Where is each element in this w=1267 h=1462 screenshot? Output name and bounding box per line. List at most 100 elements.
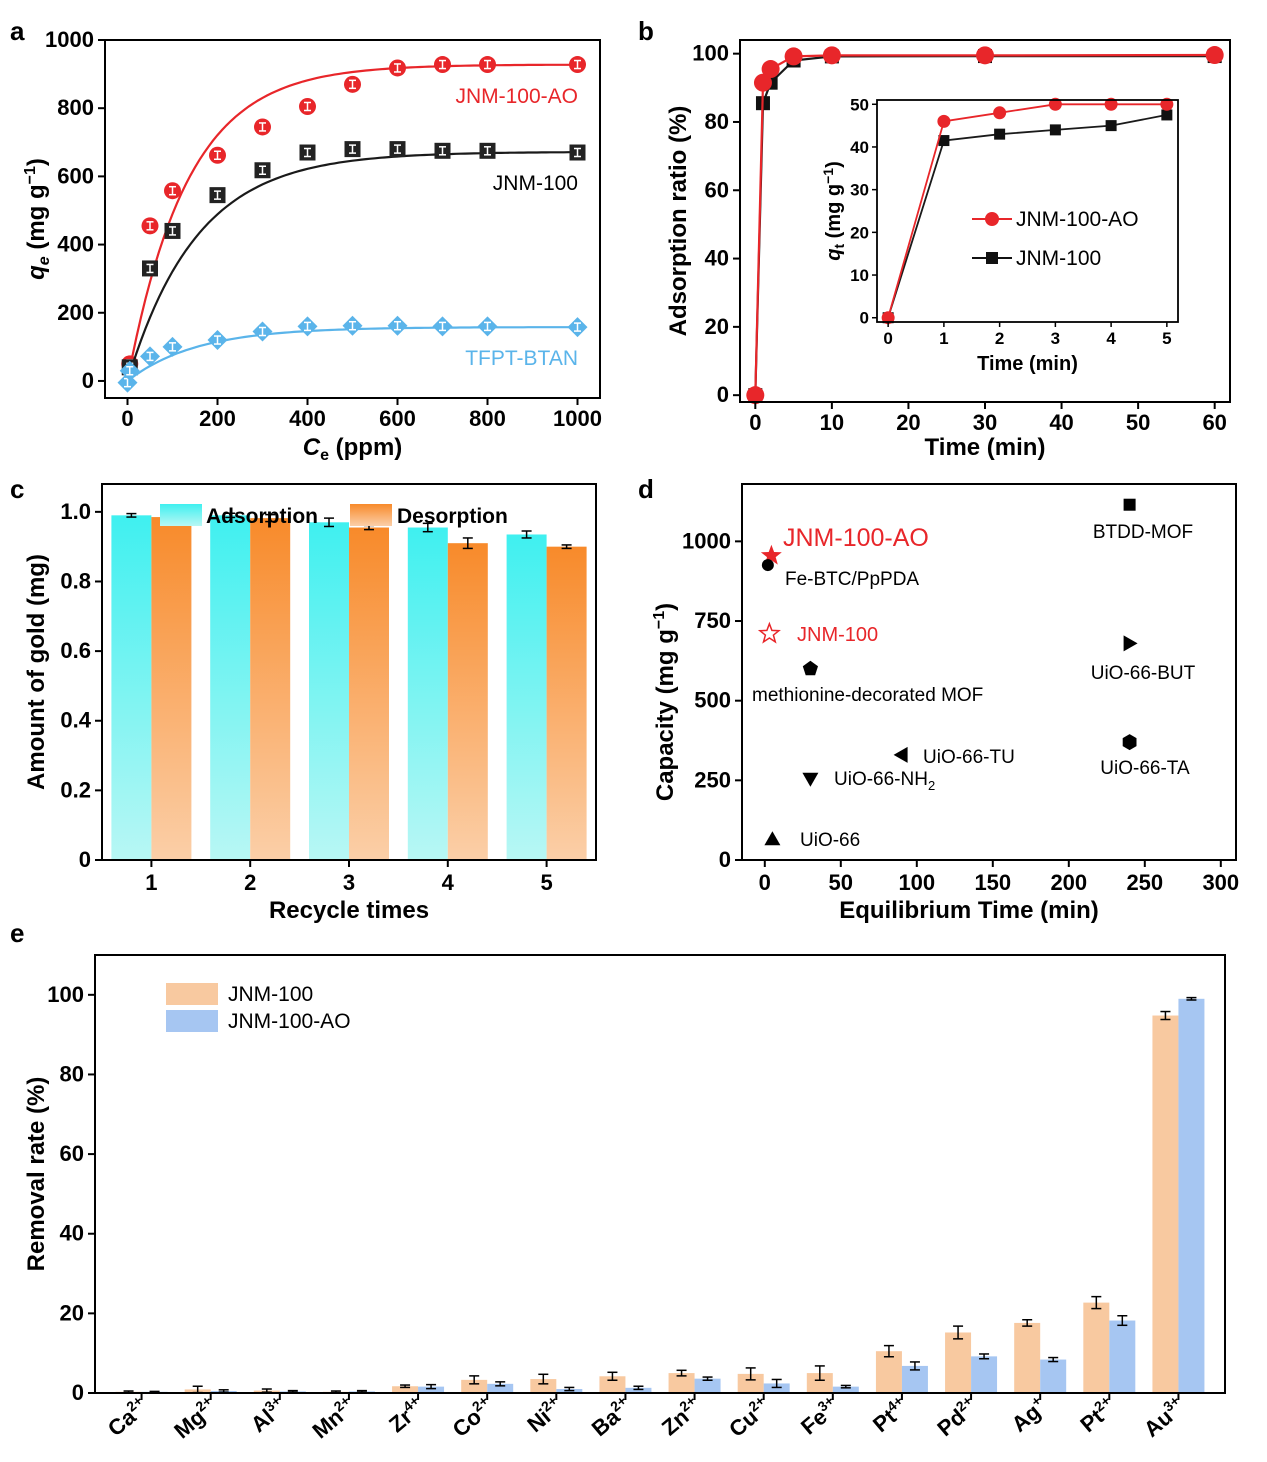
x-tick-label: 3 bbox=[343, 870, 355, 895]
x-tick-label-superscript: 3+ bbox=[814, 1392, 837, 1415]
x-tick-label: 400 bbox=[289, 406, 326, 431]
bar-jnm-100-ao bbox=[418, 1386, 445, 1393]
inset-data-point-jnm-100 bbox=[938, 135, 950, 147]
point-label-uio-66-nh: UiO-66-NH2 bbox=[834, 769, 935, 793]
legend-swatch-adsorption bbox=[160, 504, 202, 526]
marker-uio-66-nh bbox=[802, 772, 819, 787]
inset-y-axis-title-close: ) bbox=[823, 161, 845, 168]
point-label-methionine-decorated-mof: methionine-decorated MOF bbox=[752, 685, 983, 706]
bar-adsorption bbox=[210, 515, 251, 860]
inset-data-point-jnm-100-ao bbox=[993, 106, 1007, 120]
y-tick-label: 100 bbox=[692, 41, 729, 66]
bar-jnm-100 bbox=[461, 1379, 488, 1393]
x-tick-label: 20 bbox=[896, 410, 920, 435]
inset-y-axis-title-superscript: −1 bbox=[820, 168, 836, 184]
x-tick-label: Ag+ bbox=[1005, 1392, 1051, 1437]
inset-data-point-jnm-100-ao bbox=[1160, 97, 1174, 111]
x-tick-label: 200 bbox=[1050, 870, 1087, 895]
inset-y-tick-label: 50 bbox=[850, 95, 869, 114]
x-tick-label: 150 bbox=[974, 870, 1011, 895]
x-tick-label-superscript: 3+ bbox=[1160, 1392, 1183, 1415]
y-tick-label: 0.2 bbox=[60, 777, 91, 802]
panel-d-chart: JNM-100-AO Fe-BTC/PpPDA JNM-100 methionine-… bbox=[651, 483, 1239, 924]
bar-jnm-100-ao bbox=[1040, 1359, 1067, 1393]
bar-jnm-100 bbox=[875, 1351, 902, 1393]
marker-btdd-mof bbox=[1123, 498, 1136, 511]
x-tick-label: 200 bbox=[199, 406, 236, 431]
bar-jnm-100-ao bbox=[832, 1386, 859, 1393]
x-tick-label-superscript: 2+ bbox=[953, 1392, 976, 1415]
bar-jnm-100 bbox=[530, 1379, 557, 1393]
x-tick-label-superscript: 2+ bbox=[469, 1392, 492, 1415]
x-tick-label: Ca2+ bbox=[102, 1392, 153, 1441]
bar-desorption bbox=[151, 517, 192, 860]
axes-frame-e bbox=[94, 954, 1226, 1394]
inset-data-point-jnm-100-ao bbox=[1048, 97, 1062, 111]
y-tick-label: 750 bbox=[694, 608, 731, 633]
point-label-uio-66-ta: UiO-66-TA bbox=[1100, 758, 1190, 779]
x-tick-label: 50 bbox=[1126, 410, 1150, 435]
inset-y-tick-label: 40 bbox=[850, 138, 869, 157]
inset-y-tick-label: 10 bbox=[850, 266, 869, 285]
inset-x-tick-label: 5 bbox=[1162, 329, 1171, 348]
bar-jnm-100 bbox=[599, 1376, 626, 1393]
inset-x-tick-label: 3 bbox=[1051, 329, 1060, 348]
inset-y-axis-title-unit: (mg g bbox=[823, 184, 845, 244]
panel-label-c: c bbox=[10, 474, 24, 504]
x-tick-label-superscript: 3+ bbox=[261, 1392, 284, 1415]
x-tick-label: 10 bbox=[820, 410, 844, 435]
y-axis-title-close: ) bbox=[23, 158, 50, 166]
bar-jnm-100 bbox=[392, 1386, 419, 1393]
y-tick-label: 60 bbox=[60, 1141, 84, 1166]
bar-jnm-100-ao bbox=[971, 1356, 998, 1393]
panel-label-b: b bbox=[638, 16, 654, 46]
y-tick-label: 20 bbox=[60, 1300, 84, 1325]
bar-jnm-100-ao bbox=[625, 1387, 652, 1393]
x-tick-label: Zr4+ bbox=[383, 1392, 429, 1437]
inset-data-point-jnm-100 bbox=[1105, 120, 1117, 132]
y-tick-label: 0 bbox=[82, 368, 94, 393]
inset-series-line-jnm-100-ao bbox=[887, 103, 1167, 318]
y-tick-label: 100 bbox=[47, 982, 84, 1007]
x-tick-label: Ba2+ bbox=[586, 1392, 637, 1441]
inset-data-point-jnm-100 bbox=[994, 128, 1006, 140]
x-tick-label-superscript: 2+ bbox=[192, 1392, 215, 1415]
y-tick-label: 80 bbox=[60, 1061, 84, 1086]
data-point-jnm-100-ao bbox=[746, 386, 765, 405]
axes-frame-b bbox=[739, 39, 1231, 403]
point-label-text: UiO-66-BUT bbox=[1091, 663, 1196, 684]
x-tick-label: 300 bbox=[1202, 870, 1239, 895]
x-tick-label: 30 bbox=[973, 410, 997, 435]
x-tick-label: 1000 bbox=[553, 406, 602, 431]
x-tick-label: 600 bbox=[379, 406, 416, 431]
y-tick-label: 80 bbox=[705, 109, 729, 134]
x-tick-label: Au3+ bbox=[1138, 1392, 1190, 1442]
x-tick-label: 0 bbox=[121, 406, 133, 431]
bar-desorption bbox=[250, 518, 291, 860]
x-tick-label: Pt2+ bbox=[1074, 1392, 1120, 1437]
series-label-tfpt-btan: TFPT-BTAN bbox=[465, 347, 578, 370]
inset-y-axis-title-subscript: t bbox=[831, 244, 847, 249]
marker-uio-66-ta bbox=[1122, 734, 1137, 751]
point-label-text: BTDD-MOF bbox=[1093, 522, 1193, 543]
x-tick-label: 250 bbox=[1126, 870, 1163, 895]
panel-e-chart: Ca2+ Mg2+ Al3+ Mn2+ Zr4+ Co2+ Ni2+ Ba2+ Zn2+ Cu2+… bbox=[23, 954, 1226, 1444]
inset-y-tick-label: 30 bbox=[850, 181, 869, 200]
point-label-text: UiO-66-TA bbox=[1100, 758, 1190, 779]
axes-frame-d bbox=[741, 483, 1237, 861]
bar-adsorption bbox=[407, 527, 448, 860]
bar-jnm-100-ao bbox=[487, 1383, 514, 1393]
y-tick-label: 0.8 bbox=[60, 568, 91, 593]
y-axis-title-subscript: e bbox=[36, 256, 53, 265]
y-axis-title-text: Capacity (mg g bbox=[652, 629, 679, 801]
inset-data-point-jnm-100-ao bbox=[881, 311, 895, 325]
bar-jnm-100 bbox=[945, 1332, 972, 1393]
legend-swatch-jnm-100 bbox=[166, 983, 218, 1005]
y-tick-label: 40 bbox=[705, 246, 729, 271]
marker-methionine-decorated-mof bbox=[802, 660, 818, 676]
point-label-uio-66-but: UiO-66-BUT bbox=[1091, 663, 1196, 684]
inset-axes-frame bbox=[876, 99, 1179, 323]
x-tick-label: 40 bbox=[1049, 410, 1073, 435]
series-label-jnm-100: JNM-100 bbox=[493, 172, 578, 195]
